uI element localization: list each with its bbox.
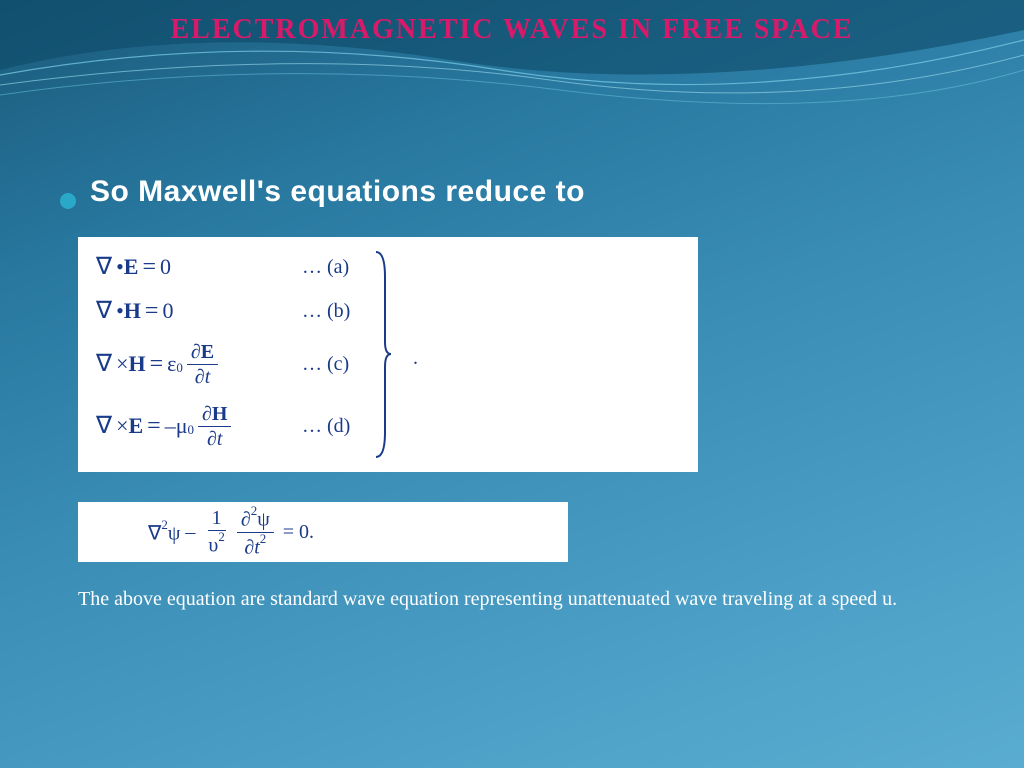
wave-equation: ∇2ψ – 1υ2 ∂2ψ∂t2 = 0.: [148, 507, 314, 557]
slide-content: So Maxwell's equations reduce to ∇ • E=0…: [0, 175, 1024, 614]
bullet-icon: [60, 193, 76, 209]
slide-title: ELECTROMAGNETIC WAVES IN FREE SPACE: [170, 14, 853, 46]
equations-box-wave: ∇2ψ – 1υ2 ∂2ψ∂t2 = 0.: [78, 502, 568, 562]
caption-text: The above equation are standard wave equ…: [78, 584, 948, 614]
bullet-text: So Maxwell's equations reduce to: [90, 175, 585, 209]
bullet-line: So Maxwell's equations reduce to: [60, 175, 964, 209]
period-after-brace: .: [413, 347, 418, 370]
equations-box-maxwell: ∇ • E=0 … (a) ∇ • H=0 … (b) ∇ × H=ε0 ∂E∂…: [78, 237, 698, 472]
brace-icon: [373, 247, 393, 462]
